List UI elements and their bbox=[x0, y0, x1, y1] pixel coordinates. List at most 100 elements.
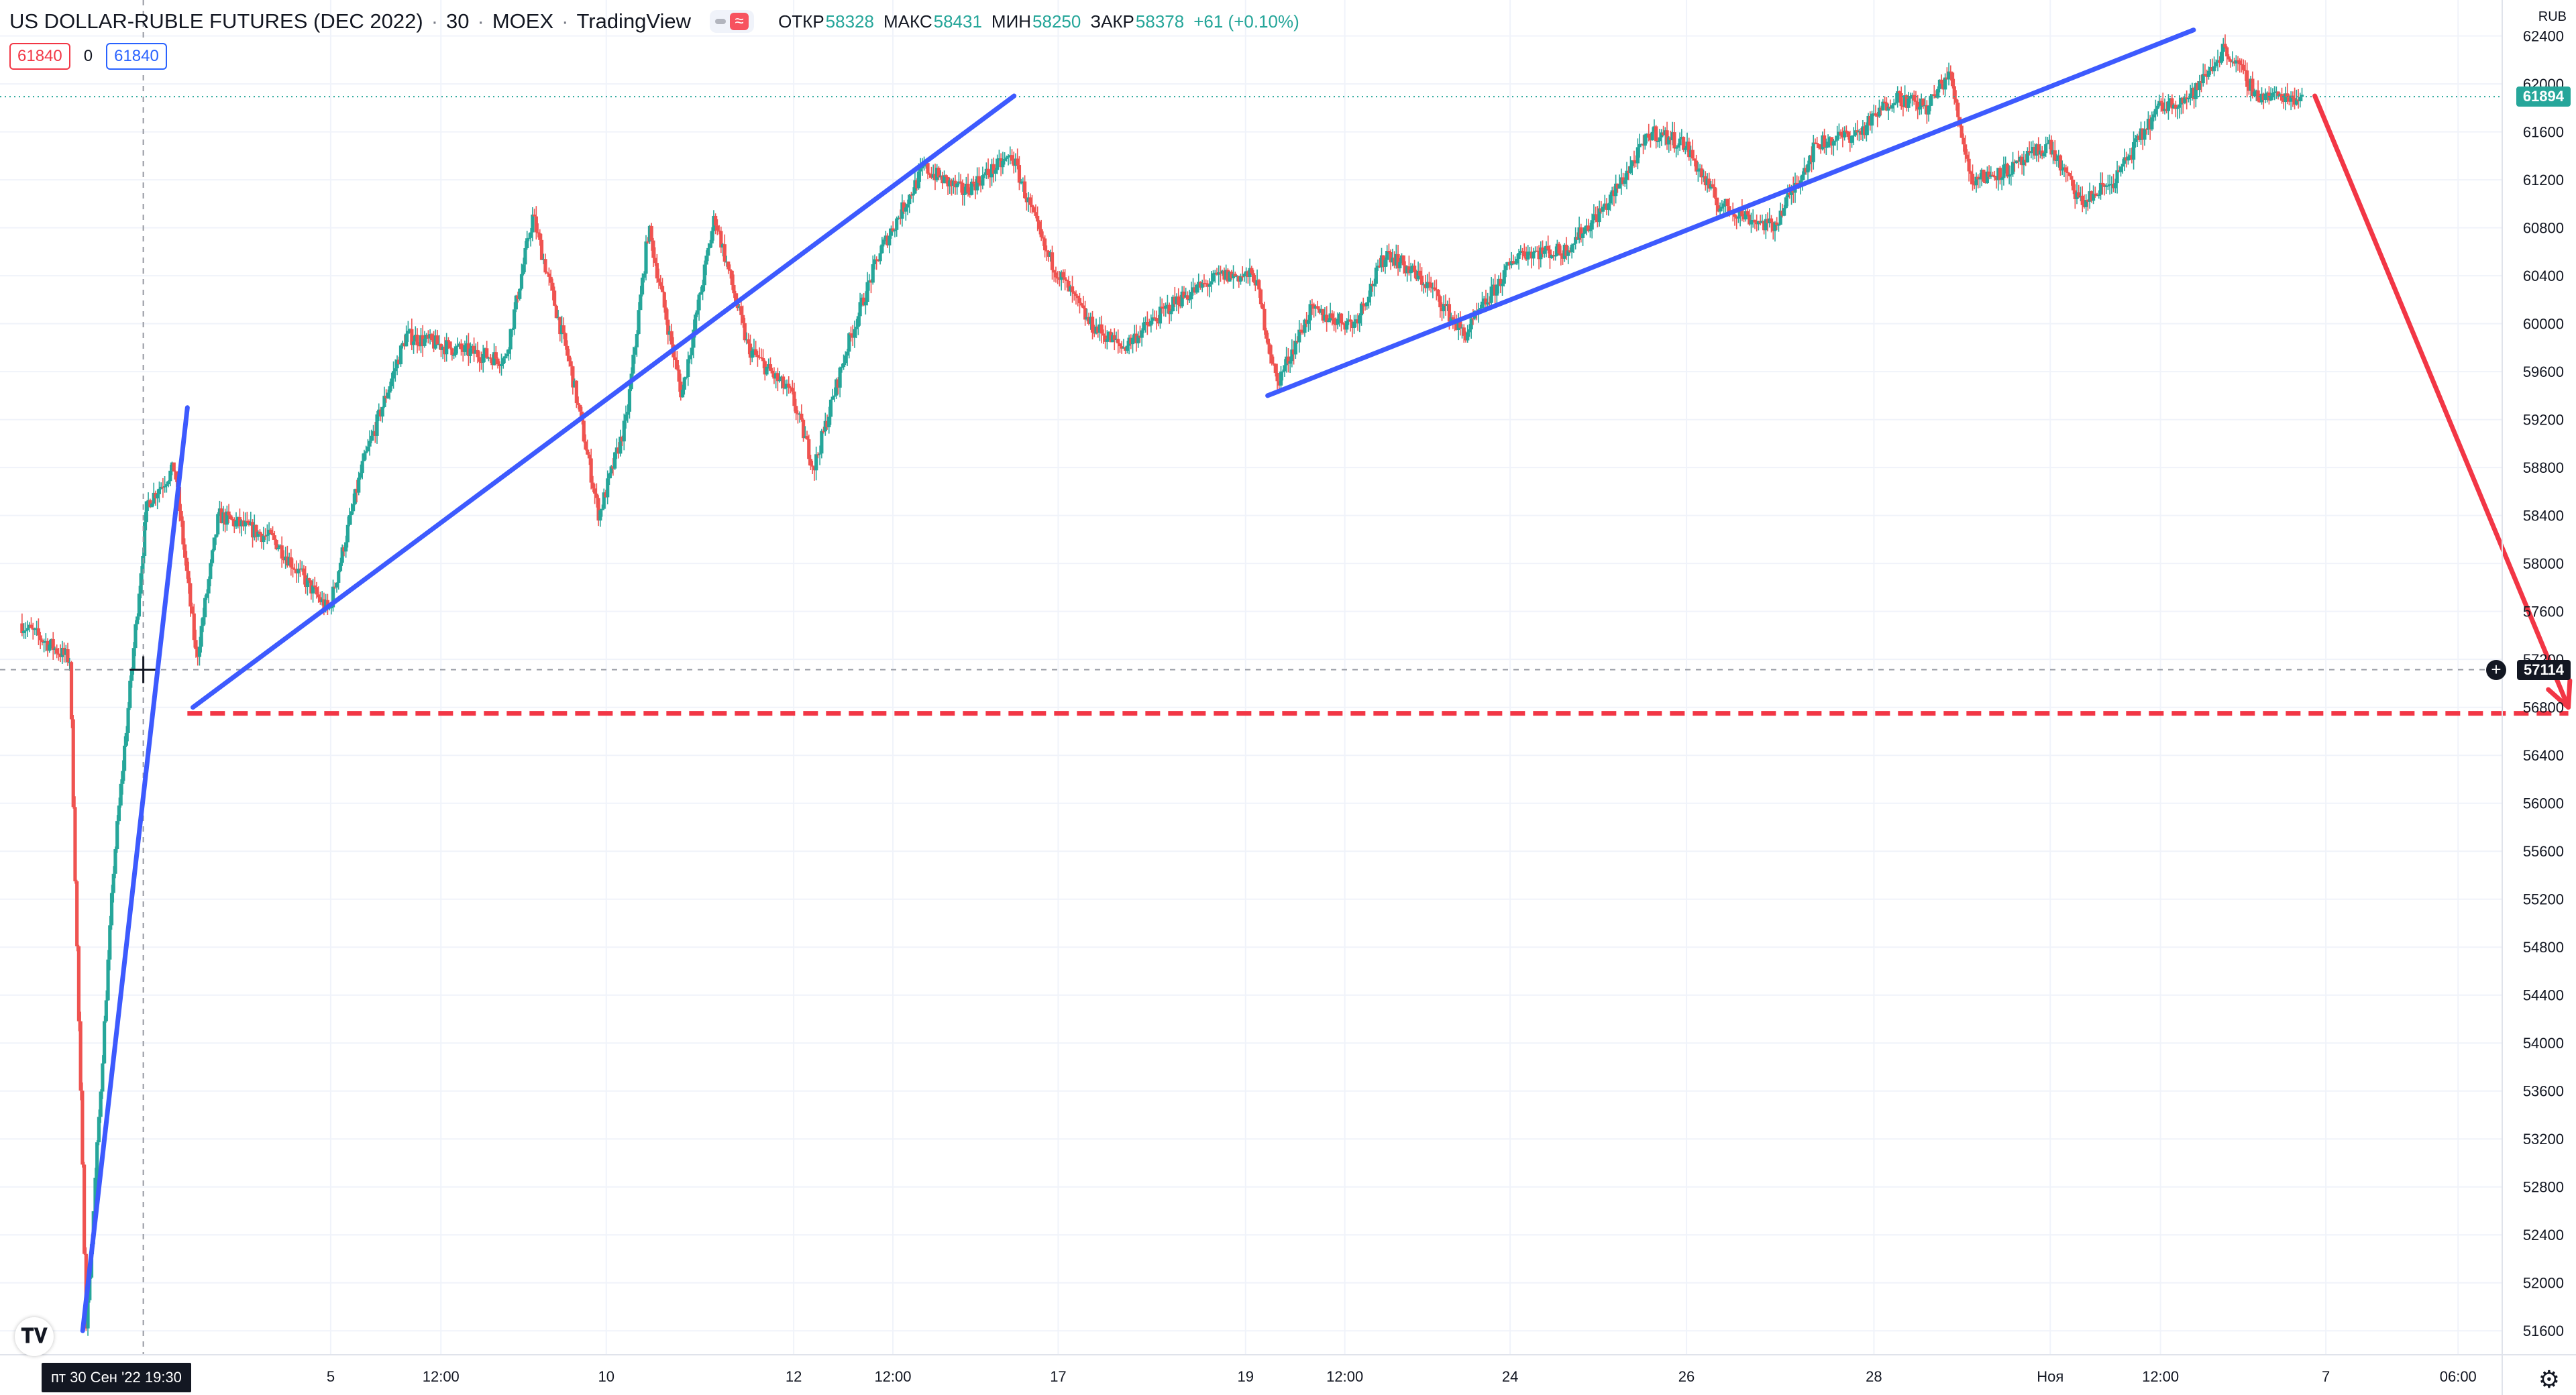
candle-body bbox=[2137, 135, 2141, 140]
candle-body bbox=[1493, 284, 1497, 296]
candle-body bbox=[640, 277, 645, 295]
candle-body bbox=[320, 599, 324, 602]
candle-body bbox=[1094, 326, 1098, 334]
candle-body bbox=[324, 600, 328, 610]
candle-body bbox=[1587, 225, 1591, 231]
candle-body bbox=[1668, 137, 1673, 141]
candle-body bbox=[1713, 186, 1717, 198]
candle-body bbox=[210, 550, 215, 563]
buy-button[interactable]: 61840 bbox=[106, 43, 167, 70]
x-tick-label: 17 bbox=[1050, 1368, 1066, 1385]
eye-icon[interactable] bbox=[715, 19, 727, 24]
candle-body bbox=[2282, 100, 2286, 103]
candle-body bbox=[325, 600, 329, 608]
candle-body bbox=[694, 315, 698, 330]
candle-body bbox=[21, 630, 26, 634]
y-tick-label: 52800 bbox=[2523, 1179, 2564, 1196]
candle-body bbox=[788, 387, 793, 389]
candle-body bbox=[483, 348, 487, 354]
candle-body bbox=[329, 607, 333, 609]
candle-body bbox=[156, 494, 160, 499]
candle-body bbox=[951, 180, 955, 186]
candle-body bbox=[265, 535, 269, 536]
candle-body bbox=[1929, 95, 1933, 106]
interval-label[interactable]: 30 bbox=[446, 9, 470, 33]
candle-body bbox=[1667, 137, 1671, 145]
sell-button[interactable]: 61840 bbox=[9, 43, 70, 70]
candle-body bbox=[902, 202, 906, 212]
candle-body bbox=[1835, 135, 1839, 141]
candle-body bbox=[1843, 130, 1847, 137]
candle-body bbox=[1821, 135, 1825, 150]
y-tick-label: 58800 bbox=[2523, 459, 2564, 476]
candle-body bbox=[2238, 60, 2242, 64]
candle-body bbox=[1308, 304, 1312, 321]
gear-icon[interactable]: ⚙ bbox=[2538, 1365, 2560, 1393]
candle-body bbox=[1467, 329, 1472, 333]
candle-body bbox=[1356, 319, 1360, 324]
candle-body bbox=[891, 228, 895, 231]
candle-body bbox=[1311, 304, 1316, 309]
candle-body bbox=[564, 333, 568, 346]
candle-body bbox=[2178, 104, 2182, 108]
candle-body bbox=[1756, 221, 1761, 225]
candle-body bbox=[347, 515, 352, 525]
currency-label[interactable]: RUB bbox=[2538, 9, 2567, 24]
candle-body bbox=[496, 358, 500, 364]
candle-body bbox=[121, 771, 125, 784]
candle-body bbox=[547, 273, 551, 277]
candle-body bbox=[684, 377, 688, 378]
candle-body bbox=[1748, 214, 1752, 225]
candle-body bbox=[1162, 307, 1166, 309]
legend-separator: · bbox=[477, 9, 484, 33]
candle-body bbox=[1709, 184, 1713, 189]
candle-body bbox=[2077, 192, 2081, 198]
candle-body bbox=[2153, 109, 2157, 115]
candle-body bbox=[801, 419, 806, 439]
candle-body bbox=[468, 348, 472, 356]
candle-body bbox=[1899, 93, 1903, 107]
candle-body bbox=[2064, 167, 2068, 172]
candle-body bbox=[584, 441, 588, 450]
candle-body bbox=[1766, 219, 1770, 223]
candle-body bbox=[1024, 198, 1028, 203]
y-tick-label: 56000 bbox=[2523, 795, 2564, 812]
candle-body bbox=[423, 339, 427, 346]
candle-body bbox=[1907, 98, 1911, 108]
candle-body bbox=[1833, 140, 1837, 142]
candle-body bbox=[1601, 207, 1605, 212]
candle-body bbox=[131, 648, 136, 669]
candle-body bbox=[1391, 258, 1395, 263]
candle-body bbox=[1698, 168, 1702, 170]
candle-body bbox=[772, 373, 776, 379]
candle-body bbox=[556, 317, 560, 319]
candle-body bbox=[1054, 272, 1058, 278]
candle-body bbox=[1085, 317, 1089, 320]
candle-body bbox=[699, 292, 703, 295]
candle-body bbox=[1010, 155, 1014, 161]
high-value: 58431 bbox=[933, 11, 982, 32]
candle-body bbox=[680, 390, 685, 398]
wave-icon[interactable]: ≈ bbox=[730, 13, 749, 30]
candle-body bbox=[1313, 306, 1318, 309]
legend-toggle[interactable]: ≈ bbox=[710, 10, 755, 33]
candle-body bbox=[1795, 182, 1799, 185]
candle-body bbox=[128, 680, 132, 708]
candle-body bbox=[1707, 178, 1711, 189]
candle-body bbox=[1458, 321, 1462, 328]
tradingview-logo-icon[interactable]: 𝐓𝐕 bbox=[15, 1317, 54, 1356]
candle-body bbox=[558, 317, 562, 335]
candle-body bbox=[1394, 254, 1398, 266]
y-tick-label: 53200 bbox=[2523, 1131, 2564, 1148]
candle-body bbox=[2062, 167, 2066, 170]
symbol-title[interactable]: US DOLLAR-RUBLE FUTURES (DEC 2022) bbox=[9, 9, 423, 33]
add-alert-button[interactable]: + bbox=[2486, 659, 2506, 680]
x-tick-label: Ноя bbox=[2037, 1368, 2063, 1385]
candle-body bbox=[933, 174, 937, 180]
candle-body bbox=[794, 406, 798, 414]
candle-body bbox=[1393, 258, 1397, 266]
candle-body bbox=[1021, 181, 1025, 183]
candle-body bbox=[25, 628, 30, 630]
candle-body bbox=[2225, 47, 2229, 57]
